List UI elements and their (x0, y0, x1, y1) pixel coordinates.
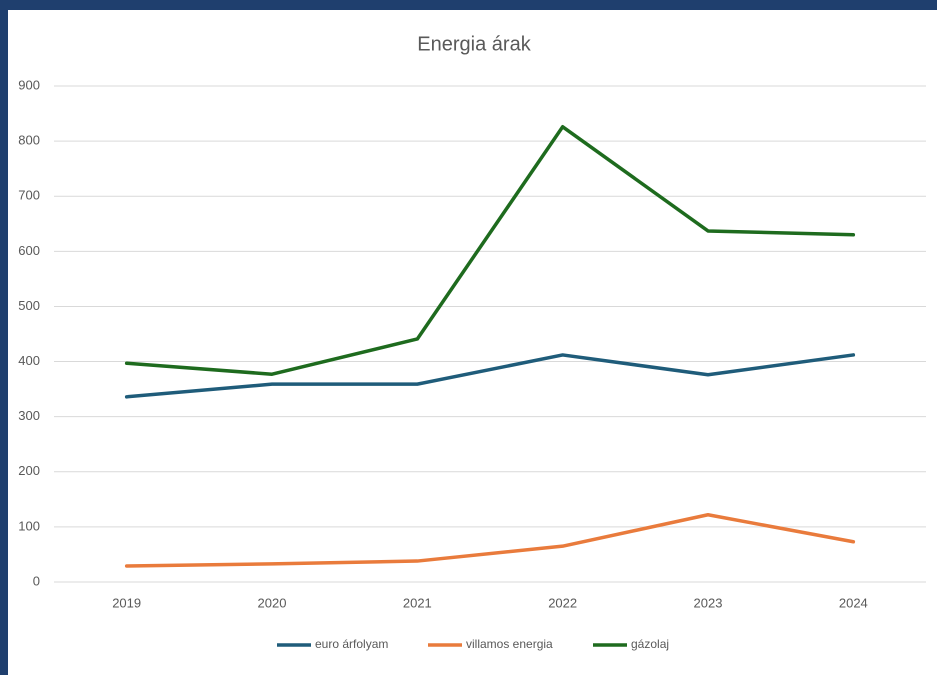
x-tick-label: 2020 (258, 595, 287, 610)
y-tick-label: 400 (18, 353, 40, 368)
y-tick-label: 500 (18, 298, 40, 313)
y-tick-label: 0 (33, 573, 40, 588)
legend-label: euro árfolyam (315, 637, 388, 651)
series-line (124, 513, 856, 568)
y-tick-label: 100 (18, 518, 40, 533)
legend-label: gázolaj (631, 637, 669, 651)
y-tick-label: 200 (18, 463, 40, 478)
x-tick-label: 2023 (694, 595, 723, 610)
series-line (124, 353, 856, 399)
y-tick-label: 900 (18, 77, 40, 92)
x-tick-label: 2021 (403, 595, 432, 610)
x-tick-label: 2022 (548, 595, 577, 610)
x-tick-label: 2024 (839, 595, 868, 610)
y-tick-label: 600 (18, 243, 40, 258)
y-tick-label: 700 (18, 188, 40, 203)
series-line (124, 125, 856, 376)
chart-area (8, 10, 937, 675)
y-tick-label: 300 (18, 408, 40, 423)
y-tick-label: 800 (18, 133, 40, 148)
legend-label: villamos energia (466, 637, 553, 651)
chart-title: Energia árak (417, 33, 531, 55)
x-tick-label: 2019 (112, 595, 141, 610)
